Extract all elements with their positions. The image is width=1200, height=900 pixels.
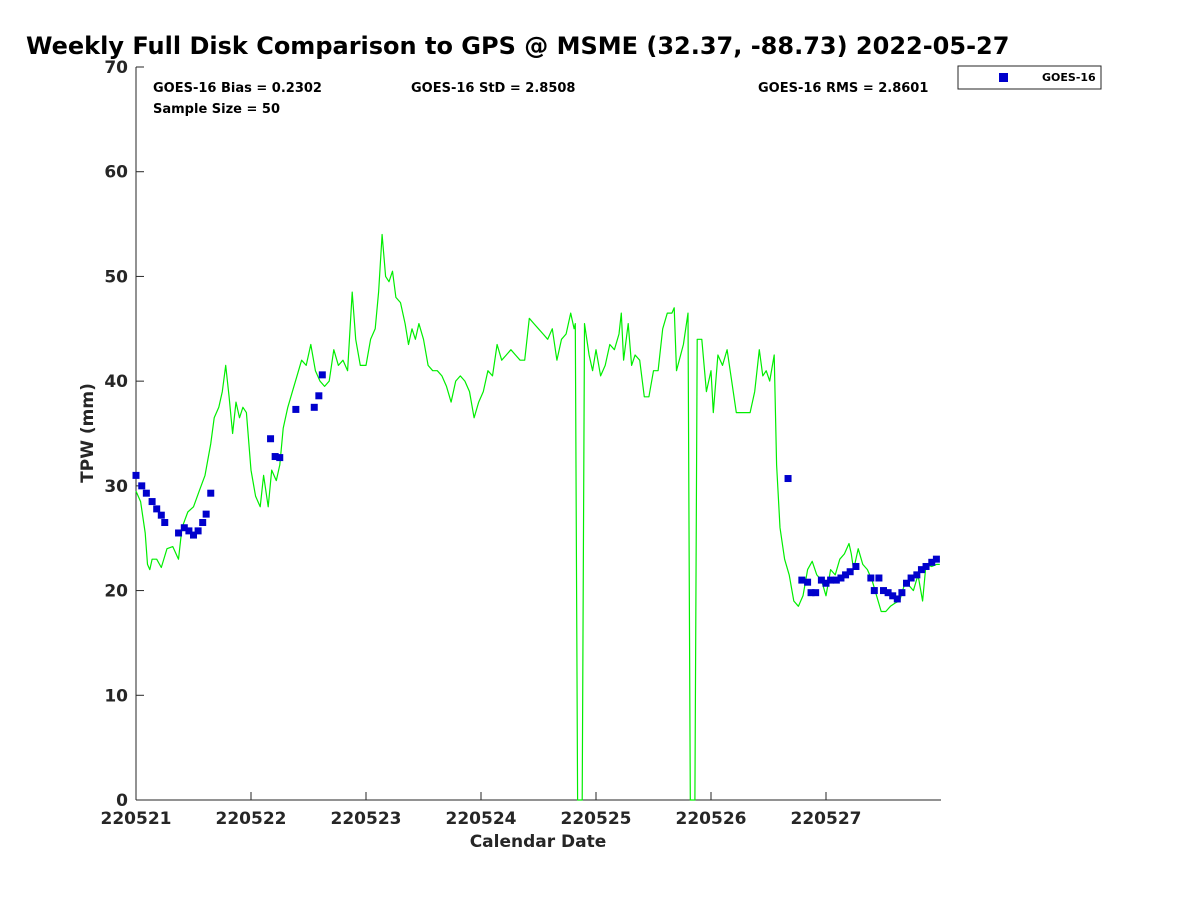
x-tick-label: 220523 <box>331 809 402 829</box>
y-axis-label: TPW (mm) <box>78 383 98 483</box>
goes16-point <box>832 576 840 584</box>
y-tick-label: 0 <box>116 791 128 811</box>
goes16-point <box>817 576 825 584</box>
y-ticks: 0 10 20 30 40 50 60 70 <box>104 58 144 811</box>
goes16-point <box>917 566 925 574</box>
goes16-point <box>913 571 921 579</box>
goes16-point <box>852 562 860 570</box>
goes16-point <box>185 527 193 535</box>
sample-size-stat: Sample Size = 50 <box>153 102 280 117</box>
x-tick-label: 220522 <box>216 809 287 829</box>
goes16-point <box>867 574 875 582</box>
goes16-point <box>276 454 284 462</box>
y-tick-label: 20 <box>104 582 128 602</box>
goes16-point <box>199 519 207 527</box>
x-tick-label: 220524 <box>446 809 517 829</box>
legend: GOES-16 <box>957 65 1102 90</box>
goes16-point <box>807 589 815 597</box>
bias-stat: GOES-16 Bias = 0.2302 <box>153 81 322 96</box>
x-ticks: 220521 220522 220523 220524 220525 220526 2205… <box>101 792 862 829</box>
legend-box <box>957 65 1102 90</box>
goes16-point <box>928 558 936 566</box>
goes16-point <box>922 562 930 570</box>
goes16-point <box>822 579 830 587</box>
goes16-point <box>907 574 915 582</box>
x-axis-label: Calendar Date <box>470 832 607 852</box>
goes-points-layer <box>132 371 940 603</box>
y-tick-label: 70 <box>104 58 128 78</box>
y-tick-label: 50 <box>104 267 128 287</box>
goes16-point <box>202 510 210 518</box>
y-tick-label: 40 <box>104 372 128 392</box>
goes16-point <box>161 519 169 527</box>
goes16-point <box>318 371 326 379</box>
goes16-point <box>893 595 901 603</box>
gps-series-line <box>135 233 940 801</box>
goes16-point <box>190 531 197 539</box>
goes16-point <box>812 589 820 597</box>
goes16-point <box>180 524 188 532</box>
goes16-point <box>846 568 854 576</box>
goes16-point <box>267 435 275 443</box>
goes16-point <box>148 498 156 506</box>
goes16-point <box>898 589 906 597</box>
rms-stat: GOES-16 RMS = 2.8601 <box>758 81 928 96</box>
y-tick-label: 30 <box>104 477 128 497</box>
goes16-point <box>315 392 323 400</box>
goes16-point <box>827 576 835 584</box>
goes16-point <box>194 527 202 535</box>
goes16-point <box>157 511 165 519</box>
x-tick-label: 220527 <box>791 809 862 829</box>
goes16-point <box>804 578 812 586</box>
goes16-point <box>142 489 150 497</box>
goes16-point <box>932 555 940 563</box>
goes16-point <box>292 405 300 413</box>
goes16-point <box>153 505 161 513</box>
x-tick-label: 220525 <box>561 809 632 829</box>
y-tick-label: 60 <box>104 163 128 183</box>
gps-line-layer <box>135 233 940 801</box>
goes16-point <box>880 587 887 595</box>
goes16-point <box>870 587 878 595</box>
goes16-point <box>138 482 146 490</box>
plot-area: 0 10 20 30 40 50 60 70 220521 220522 220523 220524… <box>101 58 941 829</box>
goes16-point <box>903 579 910 587</box>
plot-frame <box>136 67 941 800</box>
goes16-point <box>784 475 792 483</box>
goes16-point <box>842 571 850 579</box>
goes16-point <box>310 403 318 411</box>
goes16-point <box>132 471 140 479</box>
y-tick-label: 10 <box>104 686 128 706</box>
chart-title: Weekly Full Disk Comparison to GPS @ MSM… <box>26 32 1009 60</box>
goes16-point <box>798 576 806 584</box>
x-tick-label: 220526 <box>676 809 747 829</box>
x-tick-label: 220521 <box>101 809 172 829</box>
goes16-point <box>175 529 183 537</box>
legend-marker-goes16 <box>999 73 1008 82</box>
goes16-point <box>837 574 845 582</box>
goes16-point <box>889 592 897 600</box>
legend-label-goes16: GOES-16 <box>1042 71 1096 84</box>
std-stat: GOES-16 StD = 2.8508 <box>411 81 575 96</box>
goes16-point <box>884 589 892 597</box>
goes16-point <box>271 453 279 461</box>
goes16-point <box>875 574 883 582</box>
goes16-point <box>207 489 215 497</box>
